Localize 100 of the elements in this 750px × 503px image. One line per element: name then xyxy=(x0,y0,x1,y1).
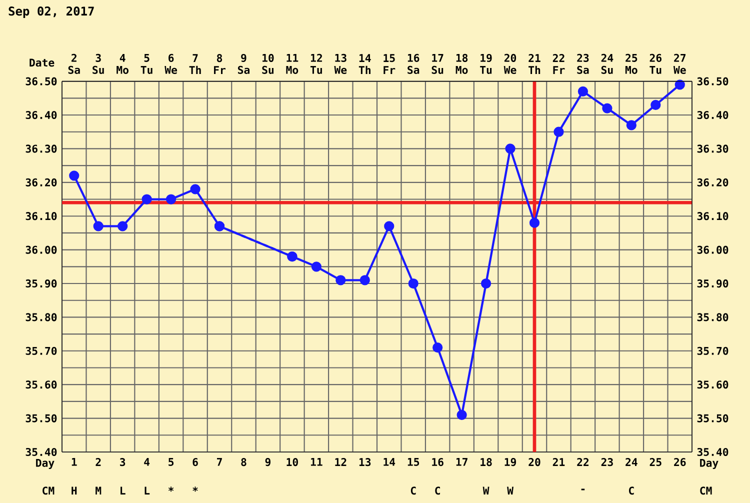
text: 16 Sa xyxy=(408,54,420,74)
y2-tick-label: 36.50 xyxy=(697,77,728,86)
point xyxy=(626,120,636,130)
y-tick-label: 35.40 xyxy=(26,448,57,456)
point xyxy=(456,410,467,420)
text: 19 Tu xyxy=(480,54,492,74)
text: C xyxy=(435,486,440,495)
point xyxy=(166,194,176,204)
text: Day xyxy=(700,458,718,469)
x-tick-label: 18 xyxy=(480,458,492,466)
text: L xyxy=(120,486,126,495)
text: 11 Mo xyxy=(286,54,298,74)
text: H xyxy=(72,486,77,495)
x-tick-label: 22 xyxy=(577,458,588,466)
y2-tick-label: 36.00 xyxy=(697,246,728,254)
x-tick-label: 4 xyxy=(144,458,150,466)
text: C xyxy=(410,486,416,495)
x-tick-label: 14 xyxy=(384,458,396,466)
y-tick-label: 35.50 xyxy=(26,414,57,422)
y-tick-label: 36.50 xyxy=(26,77,57,86)
text: M xyxy=(96,486,102,495)
text: 4 Mo xyxy=(116,54,128,74)
point xyxy=(214,221,225,232)
text: 5 Tu xyxy=(140,54,152,74)
text: 18 Mo xyxy=(456,54,468,74)
text: W xyxy=(482,486,490,495)
y-tick-label: 36.30 xyxy=(26,144,57,153)
point xyxy=(287,251,298,262)
text: 20 We xyxy=(504,54,516,74)
y-tick-label: 36.10 xyxy=(26,212,57,220)
text: 2 Sa xyxy=(68,54,80,74)
text: 22 Fr xyxy=(552,54,565,74)
x-tick-label: 5 xyxy=(168,458,174,466)
point xyxy=(480,278,492,289)
y2-tick-label: 35.40 xyxy=(697,448,728,456)
y-tick-label: 36.20 xyxy=(26,178,57,186)
point xyxy=(432,342,443,353)
text: 8 Fr xyxy=(214,54,226,74)
text: 10 Su xyxy=(262,54,274,74)
point xyxy=(602,103,612,114)
y2-tick-label: 36.10 xyxy=(697,212,728,220)
x-tick-label: 7 xyxy=(217,458,222,466)
text: L xyxy=(144,486,150,495)
x-tick-label: 15 xyxy=(408,458,420,466)
point xyxy=(142,194,152,204)
x-tick-label: 19 xyxy=(504,458,516,466)
point xyxy=(118,221,128,232)
text: 26 Tu xyxy=(650,54,662,74)
x-tick-label: 6 xyxy=(192,458,198,466)
x-tick-label: 12 xyxy=(335,458,346,466)
text: 3 Su xyxy=(92,54,104,74)
y2-tick-label: 35.90 xyxy=(697,279,728,288)
text: 17 Su xyxy=(432,54,444,74)
point xyxy=(384,221,394,232)
y2-tick-label: 35.50 xyxy=(697,414,728,422)
text: * xyxy=(192,486,198,492)
text: 23 Sa xyxy=(577,54,589,74)
text: 7 Th xyxy=(189,54,201,74)
x-tick-label: 24 xyxy=(626,458,638,466)
x-tick-label: 8 xyxy=(241,458,246,466)
x-tick-label: 17 xyxy=(456,458,468,466)
text: 24 Su xyxy=(601,54,614,74)
y2-tick-label: 35.60 xyxy=(697,380,728,389)
point xyxy=(190,184,200,194)
y-tick-label: 35.90 xyxy=(26,279,57,288)
text: 25 Mo xyxy=(625,54,638,74)
point xyxy=(93,221,104,232)
y-tick-label: 36.00 xyxy=(26,246,57,254)
text: W xyxy=(507,486,514,495)
text: CM xyxy=(42,486,54,495)
point xyxy=(505,144,516,154)
point xyxy=(336,275,346,286)
text: - xyxy=(581,488,585,490)
y-tick-label: 35.80 xyxy=(26,313,57,322)
point xyxy=(554,126,564,137)
text: 13 We xyxy=(334,54,347,74)
point xyxy=(578,86,588,96)
y2-tick-label: 36.40 xyxy=(697,110,728,120)
text: 15 Fr xyxy=(384,54,396,74)
point xyxy=(311,262,322,272)
text: 12 Tu xyxy=(310,54,322,74)
text: 14 Th xyxy=(358,54,371,74)
y-tick-label: 35.60 xyxy=(26,380,57,389)
x-tick-label: 23 xyxy=(601,458,613,466)
x-tick-label: 20 xyxy=(528,458,540,466)
y2-tick-label: 35.70 xyxy=(697,346,728,355)
x-tick-label: 9 xyxy=(265,458,270,466)
text: 6 We xyxy=(164,54,178,74)
text: 21 Th xyxy=(528,54,540,74)
x2-axis-title: Date xyxy=(30,58,54,67)
x-tick-label: 26 xyxy=(674,458,686,466)
x-tick-label: 2 xyxy=(96,458,101,466)
y2-tick-label: 36.20 xyxy=(697,178,728,186)
x-tick-label: 16 xyxy=(432,458,444,466)
text: * xyxy=(168,486,174,492)
point xyxy=(529,218,540,228)
chart-title: Sep 02, 2017 xyxy=(8,6,94,18)
y2-tick-label: 36.30 xyxy=(697,144,728,153)
x-tick-label: 11 xyxy=(310,458,322,466)
x-tick-label: 3 xyxy=(120,458,126,466)
